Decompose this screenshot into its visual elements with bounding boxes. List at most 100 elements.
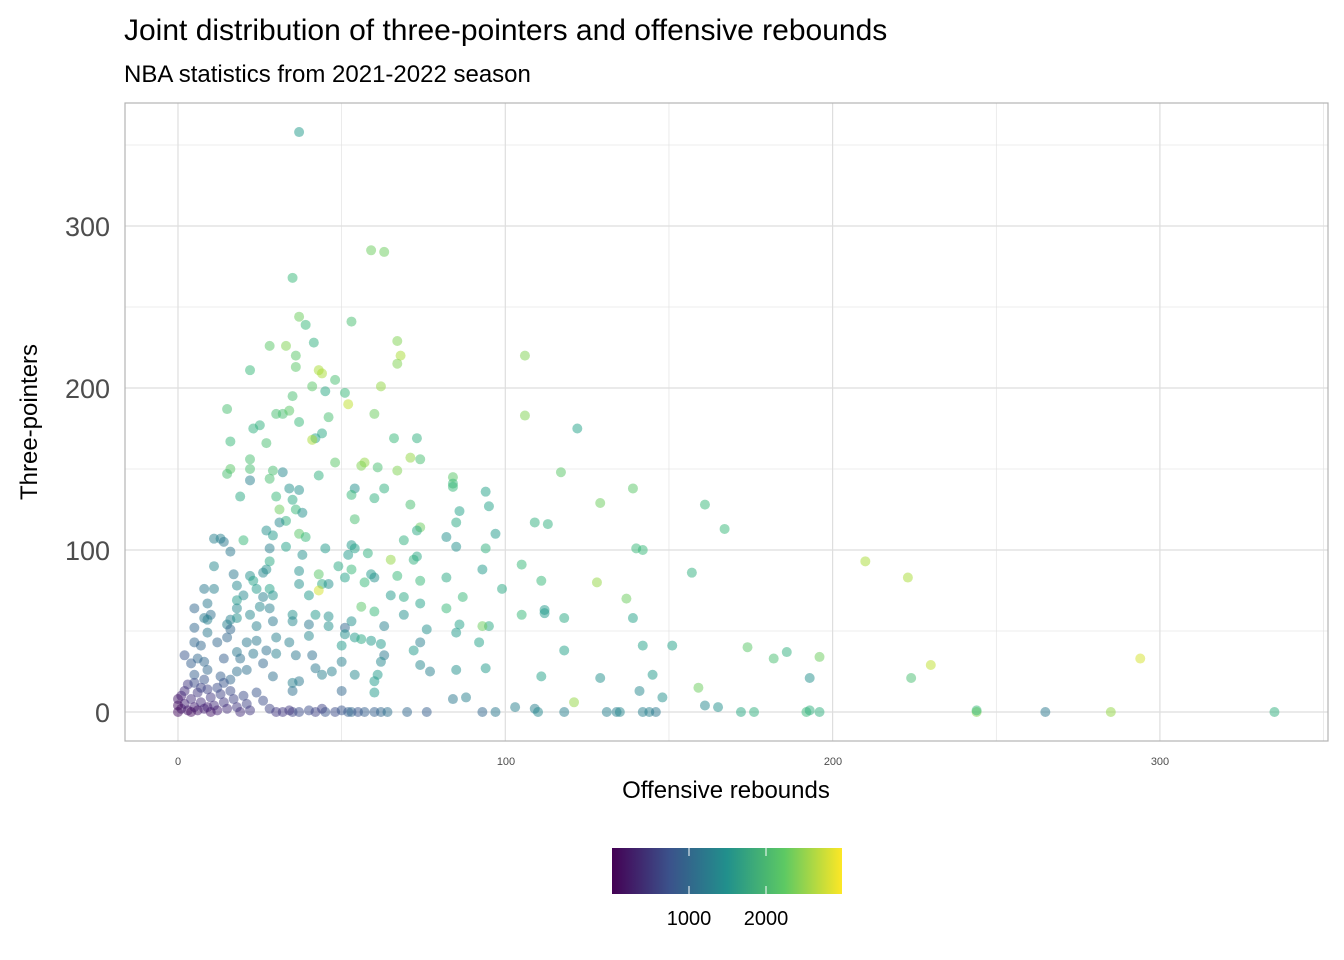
data-point [231,603,242,614]
data-point [235,707,246,717]
data-point [379,621,390,632]
data-point [294,566,305,577]
data-point [261,645,272,656]
data-point [559,707,570,717]
data-point [287,677,298,688]
data-point [222,632,233,643]
data-point [267,530,278,541]
data-point [735,707,746,717]
data-point [595,672,606,683]
data-point [186,658,197,669]
data-point [313,569,324,580]
y-tick-label: 100 [65,536,110,566]
data-point [271,648,282,659]
data-point [366,635,377,646]
data-point [287,494,298,505]
data-point [294,485,305,496]
data-point [451,541,462,552]
data-point [313,470,324,481]
data-point [251,583,262,594]
data-point [814,707,825,717]
y-tick-label: 200 [65,374,110,404]
color-legend: 1000 2000 [612,848,842,930]
data-point [490,528,501,539]
data-point [349,514,360,525]
data-point [369,676,380,687]
data-point [330,457,341,468]
chart-title: Joint distribution of three-pointers and… [124,14,887,47]
data-point [287,685,298,696]
data-point [222,404,233,415]
data-point [323,611,334,622]
data-point [860,556,871,567]
data-point [228,694,239,705]
data-point [336,705,347,716]
data-point [277,467,288,478]
data-point [202,702,213,713]
data-point [375,638,386,649]
data-point [699,499,710,510]
data-point [343,549,354,560]
data-point [290,361,301,372]
data-point [186,694,197,705]
data-point [614,707,625,717]
data-point [307,381,318,392]
data-point [539,608,550,619]
data-point [375,656,386,667]
data-point [179,650,190,661]
data-point [294,127,305,138]
data-point [516,559,527,570]
data-point [343,399,354,410]
data-point [477,707,488,717]
data-point [254,601,265,612]
data-point [294,311,305,322]
data-point [451,627,462,638]
data-point [274,517,285,528]
data-point [402,707,413,717]
data-point [902,572,913,583]
y-tick-label: 300 [65,212,110,242]
data-point [781,647,792,658]
data-point [379,246,390,257]
data-point [274,504,285,515]
x-tick-label: 300 [1151,756,1169,768]
data-point [251,687,262,698]
data-point [405,499,416,510]
data-point [349,543,360,554]
data-point [650,707,661,717]
data-point [411,525,422,536]
data-point [313,585,324,596]
data-point [510,702,521,713]
data-point [536,575,547,586]
y-axis-title: Three-pointers [16,344,43,500]
data-point [395,350,406,361]
data-point [267,616,278,627]
data-point [477,564,488,575]
data-point [258,658,269,669]
data-point [451,517,462,528]
data-point [267,465,278,476]
data-point [264,603,275,614]
data-point [310,609,321,620]
data-point [294,417,305,428]
data-point [238,690,249,701]
data-point [238,535,249,546]
x-tick-label: 200 [824,756,842,768]
data-point [195,682,206,693]
data-point [231,595,242,606]
data-point [333,561,344,572]
data-point [627,483,638,494]
data-point [225,436,236,447]
data-point [408,645,419,656]
data-point [559,645,570,656]
data-point [686,567,697,578]
data-point [245,454,256,465]
data-point [441,603,452,614]
data-point [516,609,527,620]
data-point [245,705,256,716]
data-point [284,705,295,716]
data-point [519,410,530,421]
data-point [290,650,301,661]
data-point [271,491,282,502]
data-point [392,570,403,581]
